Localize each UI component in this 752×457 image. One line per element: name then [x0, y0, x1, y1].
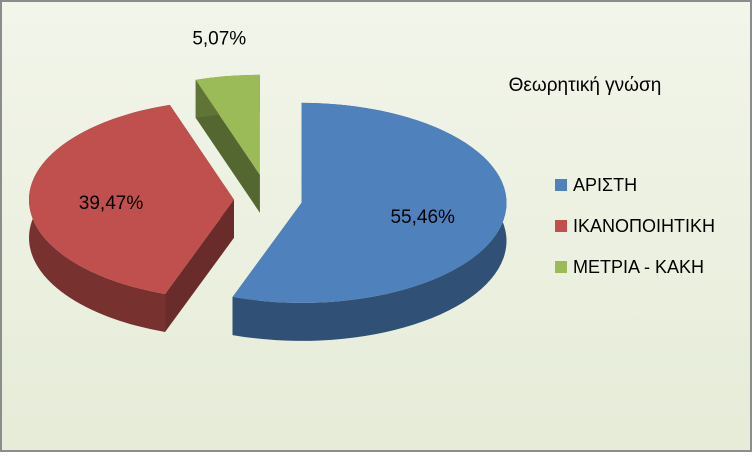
data-label: 55,46% — [390, 207, 455, 228]
legend-label: ΑΡΙΣΤΗ — [573, 175, 637, 195]
data-label: 39,47% — [79, 193, 144, 214]
chart-title: Θεωρητική γνώση — [509, 75, 662, 96]
legend-swatch — [555, 261, 567, 273]
legend-swatch — [555, 179, 567, 191]
pie: 55,46% 39,47% 5,07% — [29, 28, 507, 341]
legend: ΑΡΙΣΤΗ ΙΚΑΝΟΠΟΙΗΤΙΚΗ ΜΕΤΡΙΑ - ΚΑΚΗ — [555, 175, 715, 277]
legend-label: ΜΕΤΡΙΑ - ΚΑΚΗ — [573, 257, 704, 277]
slice — [195, 74, 260, 175]
slice-side — [165, 199, 235, 332]
legend-label: ΙΚΑΝΟΠΟΙΗΤΙΚΗ — [573, 216, 715, 236]
legend-swatch — [555, 220, 567, 232]
slice — [29, 104, 235, 294]
data-label: 5,07% — [192, 28, 246, 49]
slice — [232, 102, 507, 303]
